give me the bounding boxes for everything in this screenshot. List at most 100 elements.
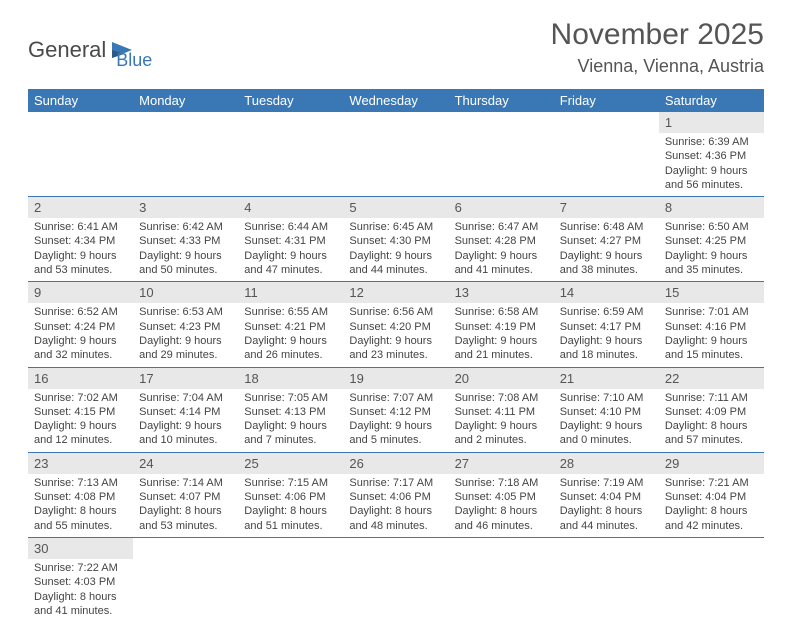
sunset-text: Sunset: 4:12 PM — [343, 405, 448, 419]
week-row: 23Sunrise: 7:13 AMSunset: 4:08 PMDayligh… — [28, 453, 764, 538]
day1-text: Daylight: 9 hours — [238, 334, 343, 348]
day-number: 19 — [343, 368, 448, 389]
sunset-text: Sunset: 4:27 PM — [554, 234, 659, 248]
sunset-text: Sunset: 4:07 PM — [133, 490, 238, 504]
day-cell: 2Sunrise: 6:41 AMSunset: 4:34 PMDaylight… — [28, 197, 133, 281]
sunrise-text: Sunrise: 7:10 AM — [554, 391, 659, 405]
sunset-text: Sunset: 4:05 PM — [449, 490, 554, 504]
day1-text: Daylight: 9 hours — [28, 334, 133, 348]
sunrise-text: Sunrise: 6:45 AM — [343, 220, 448, 234]
day1-text: Daylight: 9 hours — [554, 249, 659, 263]
day-cell: 12Sunrise: 6:56 AMSunset: 4:20 PMDayligh… — [343, 282, 448, 366]
day1-text: Daylight: 9 hours — [238, 419, 343, 433]
sunset-text: Sunset: 4:08 PM — [28, 490, 133, 504]
day2-text: and 26 minutes. — [238, 348, 343, 362]
empty-cell — [238, 538, 343, 622]
day-number: 2 — [28, 197, 133, 218]
day-number: 23 — [28, 453, 133, 474]
day-number: 29 — [659, 453, 764, 474]
sunset-text: Sunset: 4:13 PM — [238, 405, 343, 419]
empty-cell — [449, 112, 554, 196]
day1-text: Daylight: 9 hours — [449, 419, 554, 433]
day2-text: and 2 minutes. — [449, 433, 554, 447]
day2-text: and 32 minutes. — [28, 348, 133, 362]
day1-text: Daylight: 8 hours — [343, 504, 448, 518]
empty-cell — [343, 538, 448, 622]
day1-text: Daylight: 9 hours — [133, 334, 238, 348]
day-cell: 3Sunrise: 6:42 AMSunset: 4:33 PMDaylight… — [133, 197, 238, 281]
day-cell: 1Sunrise: 6:39 AMSunset: 4:36 PMDaylight… — [659, 112, 764, 196]
day2-text: and 10 minutes. — [133, 433, 238, 447]
day2-text: and 47 minutes. — [238, 263, 343, 277]
day1-text: Daylight: 9 hours — [343, 419, 448, 433]
day-cell: 15Sunrise: 7:01 AMSunset: 4:16 PMDayligh… — [659, 282, 764, 366]
sunset-text: Sunset: 4:17 PM — [554, 320, 659, 334]
day1-text: Daylight: 8 hours — [659, 419, 764, 433]
dow-tuesday: Tuesday — [238, 89, 343, 112]
day1-text: Daylight: 9 hours — [28, 249, 133, 263]
page-root: General Blue November 2025 Vienna, Vienn… — [0, 0, 792, 622]
sunset-text: Sunset: 4:03 PM — [28, 575, 133, 589]
sunrise-text: Sunrise: 6:56 AM — [343, 305, 448, 319]
day-cell: 19Sunrise: 7:07 AMSunset: 4:12 PMDayligh… — [343, 368, 448, 452]
empty-cell — [554, 112, 659, 196]
sunset-text: Sunset: 4:19 PM — [449, 320, 554, 334]
day2-text: and 55 minutes. — [28, 519, 133, 533]
sunset-text: Sunset: 4:14 PM — [133, 405, 238, 419]
day-number: 8 — [659, 197, 764, 218]
header: General Blue November 2025 Vienna, Vienn… — [28, 18, 764, 77]
week-row: 30Sunrise: 7:22 AMSunset: 4:03 PMDayligh… — [28, 538, 764, 622]
day2-text: and 5 minutes. — [343, 433, 448, 447]
title-block: November 2025 Vienna, Vienna, Austria — [551, 18, 764, 77]
day1-text: Daylight: 9 hours — [343, 249, 448, 263]
sunrise-text: Sunrise: 7:18 AM — [449, 476, 554, 490]
day2-text: and 44 minutes. — [554, 519, 659, 533]
day1-text: Daylight: 9 hours — [449, 249, 554, 263]
day-number: 4 — [238, 197, 343, 218]
sunset-text: Sunset: 4:28 PM — [449, 234, 554, 248]
day-cell: 30Sunrise: 7:22 AMSunset: 4:03 PMDayligh… — [28, 538, 133, 622]
day-number: 20 — [449, 368, 554, 389]
day1-text: Daylight: 9 hours — [238, 249, 343, 263]
sunset-text: Sunset: 4:11 PM — [449, 405, 554, 419]
sunset-text: Sunset: 4:31 PM — [238, 234, 343, 248]
day-cell: 11 Sunrise: 6:55 AMSunset: 4:21 PMDayligh… — [238, 282, 343, 366]
dow-friday: Friday — [554, 89, 659, 112]
dow-sunday: Sunday — [28, 89, 133, 112]
sunrise-text: Sunrise: 7:22 AM — [28, 561, 133, 575]
day2-text: and 57 minutes. — [659, 433, 764, 447]
logo-text-general: General — [28, 37, 106, 63]
sunrise-text: Sunrise: 7:13 AM — [28, 476, 133, 490]
day-cell: 13Sunrise: 6:58 AMSunset: 4:19 PMDayligh… — [449, 282, 554, 366]
day1-text: Daylight: 9 hours — [659, 334, 764, 348]
sunrise-text: Sunrise: 7:15 AM — [238, 476, 343, 490]
sunrise-text: Sunrise: 7:01 AM — [659, 305, 764, 319]
day1-text: Daylight: 8 hours — [133, 504, 238, 518]
day2-text: and 42 minutes. — [659, 519, 764, 533]
day-number: 3 — [133, 197, 238, 218]
day-cell: 17Sunrise: 7:04 AMSunset: 4:14 PMDayligh… — [133, 368, 238, 452]
sunrise-text: Sunrise: 7:05 AM — [238, 391, 343, 405]
sunset-text: Sunset: 4:20 PM — [343, 320, 448, 334]
day-number: 25 — [238, 453, 343, 474]
sunrise-text: Sunrise: 7:21 AM — [659, 476, 764, 490]
day-cell: 9Sunrise: 6:52 AMSunset: 4:24 PMDaylight… — [28, 282, 133, 366]
day-cell: 27Sunrise: 7:18 AMSunset: 4:05 PMDayligh… — [449, 453, 554, 537]
sunrise-text: Sunrise: 6:58 AM — [449, 305, 554, 319]
sunrise-text: Sunrise: 7:17 AM — [343, 476, 448, 490]
day1-text: Daylight: 8 hours — [238, 504, 343, 518]
sunset-text: Sunset: 4:21 PM — [238, 320, 343, 334]
sunrise-text: Sunrise: 7:02 AM — [28, 391, 133, 405]
sunset-text: Sunset: 4:23 PM — [133, 320, 238, 334]
empty-cell — [28, 112, 133, 196]
day-number: 11 — [238, 282, 343, 303]
sunrise-text: Sunrise: 7:14 AM — [133, 476, 238, 490]
sunrise-text: Sunrise: 7:08 AM — [449, 391, 554, 405]
day-cell: 28Sunrise: 7:19 AMSunset: 4:04 PMDayligh… — [554, 453, 659, 537]
sunset-text: Sunset: 4:25 PM — [659, 234, 764, 248]
day2-text: and 15 minutes. — [659, 348, 764, 362]
day1-text: Daylight: 8 hours — [449, 504, 554, 518]
sunrise-text: Sunrise: 6:47 AM — [449, 220, 554, 234]
sunrise-text: Sunrise: 6:55 AM — [238, 305, 343, 319]
day1-text: Daylight: 9 hours — [554, 419, 659, 433]
